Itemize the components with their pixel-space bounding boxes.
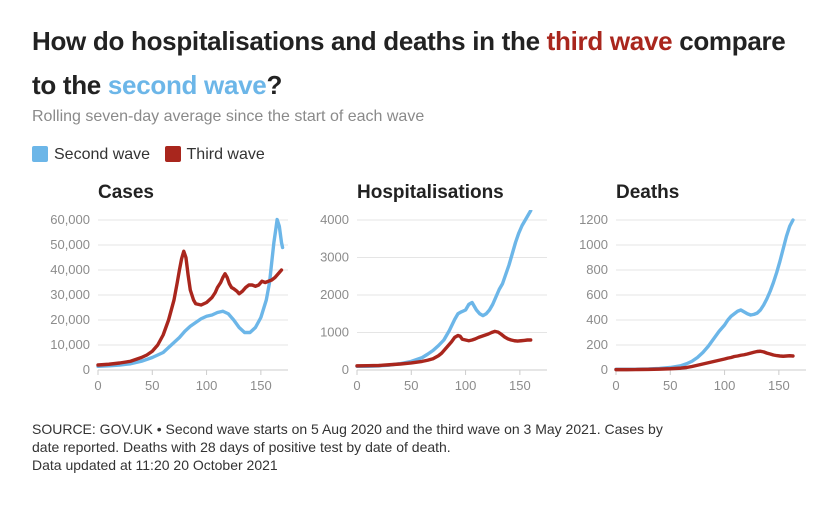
svg-text:200: 200	[586, 337, 608, 352]
svg-text:400: 400	[586, 312, 608, 327]
svg-text:100: 100	[455, 378, 477, 393]
svg-text:600: 600	[586, 287, 608, 302]
svg-text:800: 800	[586, 262, 608, 277]
svg-text:40,000: 40,000	[50, 262, 90, 277]
svg-text:20,000: 20,000	[50, 312, 90, 327]
svg-text:0: 0	[342, 362, 349, 377]
svg-text:100: 100	[714, 378, 736, 393]
svg-text:50: 50	[404, 378, 418, 393]
svg-text:100: 100	[196, 378, 218, 393]
svg-text:150: 150	[250, 378, 272, 393]
svg-text:10,000: 10,000	[50, 337, 90, 352]
svg-text:3000: 3000	[320, 250, 349, 265]
svg-text:150: 150	[509, 378, 531, 393]
svg-text:1200: 1200	[579, 212, 608, 227]
svg-text:50: 50	[145, 378, 159, 393]
svg-text:1000: 1000	[579, 237, 608, 252]
svg-text:30,000: 30,000	[50, 287, 90, 302]
svg-text:50: 50	[663, 378, 677, 393]
svg-text:50,000: 50,000	[50, 237, 90, 252]
svg-text:1000: 1000	[320, 325, 349, 340]
svg-text:0: 0	[83, 362, 90, 377]
svg-text:0: 0	[601, 362, 608, 377]
svg-text:4000: 4000	[320, 212, 349, 227]
svg-text:0: 0	[612, 378, 619, 393]
svg-text:60,000: 60,000	[50, 212, 90, 227]
svg-text:150: 150	[768, 378, 790, 393]
svg-text:2000: 2000	[320, 287, 349, 302]
svg-text:0: 0	[353, 378, 360, 393]
svg-text:0: 0	[94, 378, 101, 393]
